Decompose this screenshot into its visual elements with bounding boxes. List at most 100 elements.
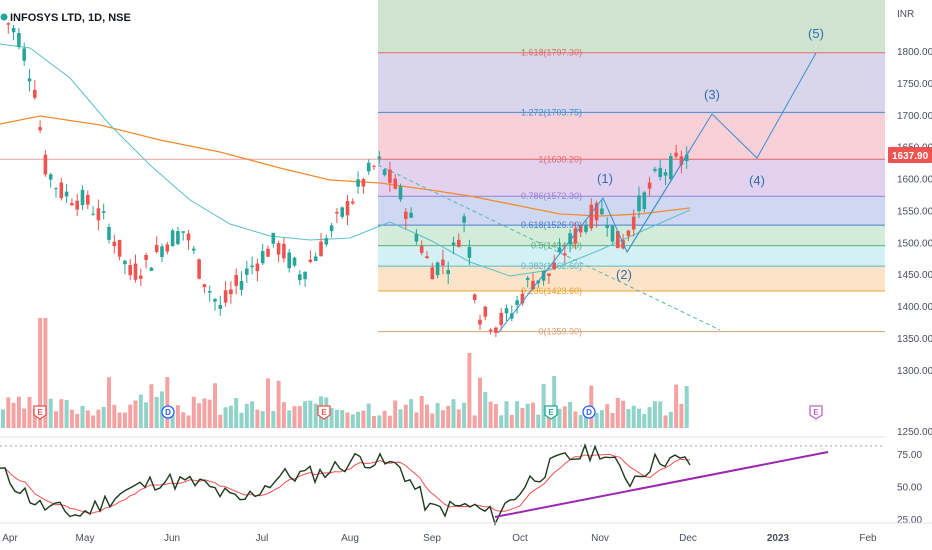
candle-body — [308, 259, 313, 263]
price-tick-label: 1500.00 — [897, 238, 932, 249]
volume-bar — [260, 411, 265, 428]
earnings-marker-shape — [33, 405, 47, 420]
chart-title[interactable]: INFOSYS LTD, 1D, NSE — [10, 12, 131, 24]
candle-body — [43, 154, 48, 175]
oscillator-tick-label: 50.00 — [897, 483, 922, 494]
volume-bar — [605, 404, 610, 428]
volume-bar — [218, 414, 223, 428]
candle-body — [356, 179, 360, 187]
earnings-marker[interactable]: E — [33, 405, 47, 420]
price-axis[interactable]: INR 1800.001750.001700.001650.001600.001… — [888, 9, 932, 438]
candle-body — [679, 156, 684, 166]
volume-bar — [191, 396, 196, 428]
volume-bar — [228, 405, 233, 428]
volume-bar — [54, 411, 58, 428]
candle-body — [17, 33, 21, 48]
volume-bar — [6, 397, 11, 428]
volume-bar — [244, 403, 249, 428]
volume-bar — [531, 402, 535, 428]
candle-body — [419, 246, 424, 253]
volume-bar — [483, 392, 488, 428]
candle-body — [59, 182, 64, 199]
candle-body — [123, 260, 127, 265]
candle-body — [192, 248, 196, 251]
candle-body — [266, 248, 270, 257]
earnings-marker[interactable]: E — [317, 405, 331, 420]
volume-bar — [393, 400, 398, 428]
volume-bar — [117, 412, 122, 428]
candle-body — [186, 233, 191, 241]
candle-body — [303, 271, 307, 280]
candle-body — [282, 243, 286, 259]
candle-body — [234, 275, 238, 286]
volume-bar — [462, 402, 467, 428]
candle-body — [467, 246, 472, 258]
candle-body — [250, 265, 254, 268]
volume-bar — [382, 410, 387, 428]
fibonacci-levels: 1.618(1797.30) 1.272(1703.75) 1(1630.20) 0.… — [0, 48, 885, 337]
fib-zone — [378, 52, 885, 113]
volume-bar — [329, 407, 334, 428]
earnings-marker-shape — [317, 405, 331, 420]
candle-body — [366, 162, 371, 172]
candle-body — [351, 201, 355, 204]
volume-bar — [387, 415, 392, 428]
volume-bar — [223, 407, 228, 428]
dividend-marker[interactable]: D — [582, 405, 596, 419]
fib-zone — [378, 0, 885, 53]
candle-body — [276, 243, 281, 255]
candle-body — [101, 211, 106, 213]
time-axis-label: Dec — [679, 533, 697, 544]
volume-bar — [562, 406, 567, 428]
volume-bar — [281, 402, 286, 428]
fib-level-label: 0.786(1572.30) — [521, 191, 582, 201]
volume-bar — [197, 403, 202, 428]
dividend-marker-circle — [582, 405, 596, 419]
price-tick-label: 1600.00 — [897, 175, 932, 186]
earnings-marker[interactable]: E — [544, 405, 558, 420]
time-axis-label: Sep — [423, 533, 441, 544]
candle-body — [292, 257, 297, 266]
candle-body — [112, 241, 117, 247]
candle-body — [504, 308, 509, 314]
oscillator-support-trendline — [494, 451, 829, 518]
volume-bar — [419, 396, 424, 428]
fib-zone — [378, 159, 885, 197]
candle-body — [647, 182, 652, 189]
time-axis-labels: Apr May Jun Jul Aug Sep Oct Nov Dec 2023 Feb — [2, 533, 877, 544]
candle-body — [91, 213, 95, 215]
candle-body — [568, 233, 572, 245]
volume-bar — [122, 412, 127, 428]
dividend-marker[interactable]: D — [161, 405, 175, 419]
candle-body — [345, 201, 350, 216]
candle-body — [139, 275, 143, 279]
volume-bar — [520, 407, 525, 428]
earnings-marker[interactable]: E — [809, 405, 823, 420]
volume-bar — [414, 412, 419, 428]
oscillator-tick-label: 75.00 — [897, 450, 922, 461]
candle-body — [80, 189, 85, 206]
time-axis-label: Oct — [512, 533, 528, 544]
volume-bar — [64, 399, 69, 428]
volume-bar — [101, 406, 106, 428]
candle-body — [128, 265, 132, 276]
volume-bar — [112, 404, 117, 428]
candle-body — [329, 225, 334, 232]
volume-bar — [536, 414, 541, 428]
elliott-wave-labels: (1) (2) (3) (4) (5) — [597, 26, 824, 282]
price-tick-label: 1550.00 — [897, 206, 932, 217]
candle-body — [340, 207, 344, 217]
candle-body — [441, 259, 445, 266]
wave-label: (3) — [704, 87, 720, 102]
volume-bar — [80, 405, 85, 428]
volume-bar — [668, 411, 673, 428]
candle-body — [149, 267, 154, 271]
candle-body — [255, 263, 260, 272]
fib-level-label: 1(1630.20) — [538, 154, 582, 164]
fib-zone — [378, 112, 885, 160]
candle-body — [552, 262, 556, 270]
slow-moving-average-line — [0, 115, 691, 217]
volume-bar — [509, 414, 514, 428]
wave-3-channel-line — [626, 149, 691, 253]
